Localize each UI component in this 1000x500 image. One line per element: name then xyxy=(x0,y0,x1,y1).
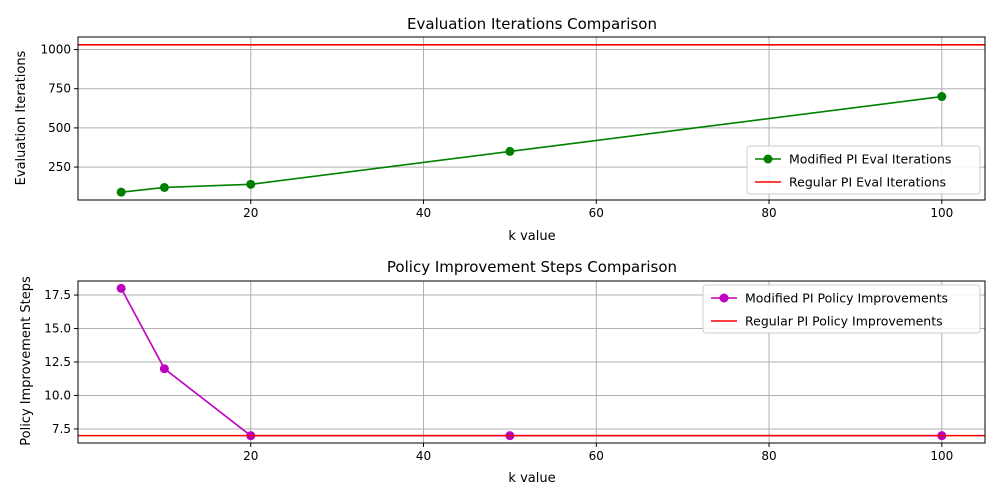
x-tick-label: 20 xyxy=(243,206,258,220)
y-tick-label: 1000 xyxy=(40,43,71,57)
x-axis-label: k value xyxy=(508,229,555,244)
y-tick-label: 500 xyxy=(48,121,71,135)
chart-title: Evaluation Iterations Comparison xyxy=(407,15,657,33)
y-tick-label: 12.5 xyxy=(44,355,71,369)
legend-marker xyxy=(763,154,773,164)
x-tick-label: 60 xyxy=(589,206,604,220)
y-axis-label: Evaluation Iterations xyxy=(14,50,29,185)
legend: Modified PI Policy Improvements Regular P… xyxy=(702,284,981,334)
data-point xyxy=(116,283,126,293)
x-tick-label: 80 xyxy=(761,206,776,220)
chart-policy-improvement-steps: Policy Improvement Steps Comparison 20 40… xyxy=(19,258,986,486)
x-tick-label: 40 xyxy=(416,206,431,220)
legend-label: Regular PI Policy Improvements xyxy=(745,314,943,329)
y-axis-label: Policy Improvement Steps xyxy=(19,276,34,446)
legend-label: Regular PI Eval Iterations xyxy=(789,175,946,190)
y-tick-label: 15.0 xyxy=(44,322,71,336)
legend-box xyxy=(702,284,981,334)
x-tick-label: 80 xyxy=(761,449,776,463)
y-tick-label: 250 xyxy=(48,160,71,174)
y-tick-label: 17.5 xyxy=(44,288,71,302)
data-point xyxy=(937,92,947,102)
y-tick-label: 750 xyxy=(48,82,71,96)
data-point xyxy=(116,187,126,197)
x-tick-label: 40 xyxy=(416,449,431,463)
legend-label: Modified PI Policy Improvements xyxy=(745,291,948,306)
data-point xyxy=(159,182,169,192)
x-tick-label: 60 xyxy=(589,449,604,463)
x-tick-label: 20 xyxy=(243,449,258,463)
y-tick-label: 7.5 xyxy=(52,422,71,436)
chart-evaluation-iterations: Evaluation Iterations Comparison 20 40 60 8… xyxy=(14,15,986,244)
chart-title: Policy Improvement Steps Comparison xyxy=(387,258,677,276)
legend-marker xyxy=(719,293,729,303)
x-axis-label: k value xyxy=(508,471,555,486)
data-point xyxy=(159,364,169,374)
legend-box xyxy=(746,145,981,195)
x-tick-label: 100 xyxy=(930,206,953,220)
y-tick-label: 10.0 xyxy=(44,388,71,402)
plot-frame xyxy=(77,36,986,201)
legend: Modified PI Eval Iterations Regular PI Ev… xyxy=(746,145,981,195)
data-point xyxy=(246,179,256,189)
legend-label: Modified PI Eval Iterations xyxy=(789,152,951,167)
data-point xyxy=(505,146,515,156)
x-tick-label: 100 xyxy=(930,449,953,463)
